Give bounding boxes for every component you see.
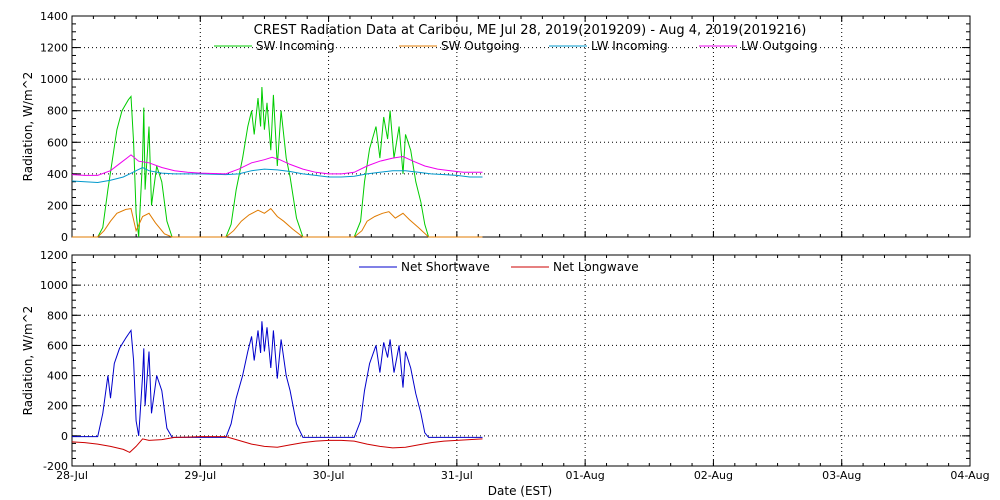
legend-label: Net Shortwave [401, 260, 490, 274]
bottom-panel: -200 0 200 400 600 800 1000 1200 Radiation, W/m^… [21, 249, 990, 482]
series-line-lw-incoming [71, 166, 483, 184]
y-tick-label: 1200 [40, 42, 68, 55]
y-axis-title: Radiation, W/m^2 [21, 306, 35, 416]
y-tick-label: 200 [47, 400, 68, 413]
y-tick-label: -200 [43, 460, 68, 473]
y-tick-label: 1200 [40, 249, 68, 262]
series-line-net-longwave [71, 436, 483, 453]
legend-label: SW Incoming [256, 39, 335, 53]
y-tick-label: 200 [47, 199, 68, 212]
y-tick-label: 400 [47, 168, 68, 181]
plot-frame [71, 254, 971, 467]
top-panel: 0 200 400 600 800 1000 1200 1400 Radiation, W/m^… [21, 10, 971, 244]
legend-label: SW Outgoing [441, 39, 520, 53]
x-tick-label: 30-Jul [313, 469, 345, 482]
legend-label: LW Incoming [591, 39, 668, 53]
y-tick-label: 0 [61, 430, 68, 443]
x-axis-title: Date (EST) [488, 484, 552, 498]
y-tick-label: 400 [47, 370, 68, 383]
series-line-sw-outgoing [72, 207, 483, 238]
y-axis-title: Radiation, W/m^2 [21, 72, 35, 182]
x-tick-label: 04-Aug [950, 469, 989, 482]
y-tick-label: 1000 [40, 73, 68, 86]
x-tick-label: 31-Jul [441, 469, 473, 482]
y-tick-label: 0 [61, 231, 68, 244]
x-tick-label: 28-Jul [56, 469, 88, 482]
y-tick-label: 1400 [40, 10, 68, 23]
x-tick-label: 03-Aug [822, 469, 861, 482]
y-tick-label: 600 [47, 339, 68, 352]
y-tick-label: 800 [47, 105, 68, 118]
series-line-sw-incoming [72, 86, 483, 238]
x-tick-label: 02-Aug [694, 469, 733, 482]
x-tick-label: 29-Jul [184, 469, 216, 482]
y-tick-label: 600 [47, 136, 68, 149]
plot-frame [71, 15, 971, 238]
x-tick-label: 01-Aug [566, 469, 605, 482]
chart-title: CREST Radiation Data at Caribou, ME Jul … [254, 23, 807, 38]
y-tick-label: 1000 [40, 279, 68, 292]
legend-label: LW Outgoing [741, 39, 818, 53]
series-line-lw-outgoing [71, 154, 483, 176]
legend-label: Net Longwave [553, 260, 639, 274]
y-tick-label: 800 [47, 309, 68, 322]
series-line-net-shortwave [72, 321, 483, 438]
